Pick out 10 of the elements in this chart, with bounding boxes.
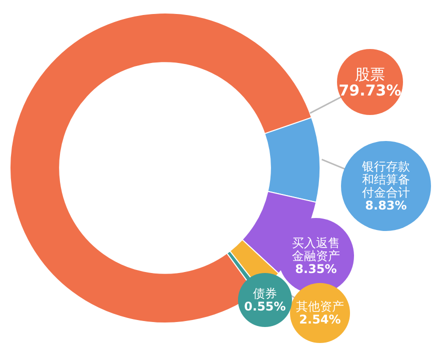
data-label: 0.55% (244, 300, 286, 314)
slice-label: 其他资产 (296, 300, 344, 314)
slice-label: 买入返售金融资产 (292, 236, 340, 264)
data-label: 8.35% (295, 262, 337, 276)
data-label: 8.83% (365, 198, 407, 213)
slice-label: 债券 (253, 286, 277, 301)
data-label: 79.73% (338, 81, 402, 100)
data-label: 2.54% (299, 312, 341, 327)
slice-label: 股票 (355, 65, 385, 84)
slice-label: 银行存款和结算备付金合计 (361, 160, 410, 200)
